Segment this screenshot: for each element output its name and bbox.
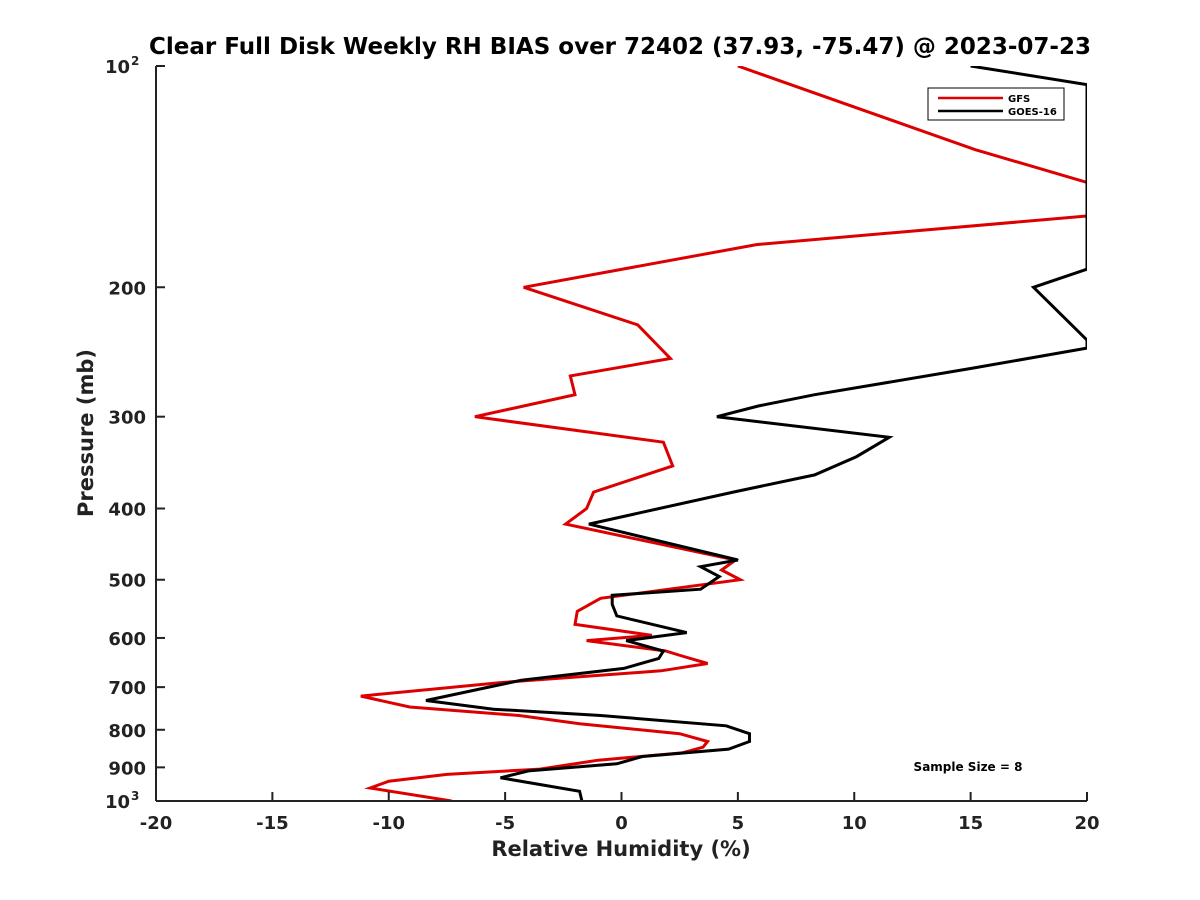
y-tick-label-exponent: 3 xyxy=(131,789,139,803)
chart-title: Clear Full Disk Weekly RH BIAS over 7240… xyxy=(149,34,1091,60)
x-axis-label: Relative Humidity (%) xyxy=(491,837,750,861)
legend: GFS GOES-16 xyxy=(927,87,1065,121)
x-tick-label: -10 xyxy=(372,813,405,834)
y-tick-label: 800 xyxy=(108,721,146,742)
y-tick-label: 700 xyxy=(108,678,146,699)
y-tick-label-exponent: 2 xyxy=(131,54,139,68)
y-tick-label: 600 xyxy=(108,629,146,650)
x-tick-label: 5 xyxy=(732,813,745,834)
x-tick-label: 20 xyxy=(1074,813,1099,834)
y-axis-label: Pressure (mb) xyxy=(74,349,98,517)
legend-label: GFS xyxy=(1008,94,1030,105)
series-layer xyxy=(360,66,1087,801)
y-tick-label: 400 xyxy=(108,500,146,521)
y-tick-label: 900 xyxy=(108,758,146,779)
x-axis-ticks: -20 -15 -10 -5 0 5 10 15 20 xyxy=(140,792,1100,834)
y-tick-label: 200 xyxy=(108,278,146,299)
legend-box xyxy=(927,87,1065,121)
x-tick-label: 0 xyxy=(615,813,628,834)
x-tick-label: -15 xyxy=(256,813,289,834)
series-line-goes-16 xyxy=(425,66,1087,801)
y-tick-label: 300 xyxy=(108,408,146,429)
series-line-gfs xyxy=(360,66,1087,801)
x-tick-label: -20 xyxy=(140,813,173,834)
x-tick-label: 15 xyxy=(958,813,983,834)
x-tick-label: -5 xyxy=(495,813,515,834)
sample-size-annotation: Sample Size = 8 xyxy=(914,760,1023,774)
x-tick-label: 10 xyxy=(842,813,867,834)
legend-label: GOES-16 xyxy=(1008,107,1057,118)
y-tick-label: 500 xyxy=(108,571,146,592)
y-tick-label-base: 10 xyxy=(105,792,130,813)
y-tick-label-base: 10 xyxy=(105,57,130,78)
